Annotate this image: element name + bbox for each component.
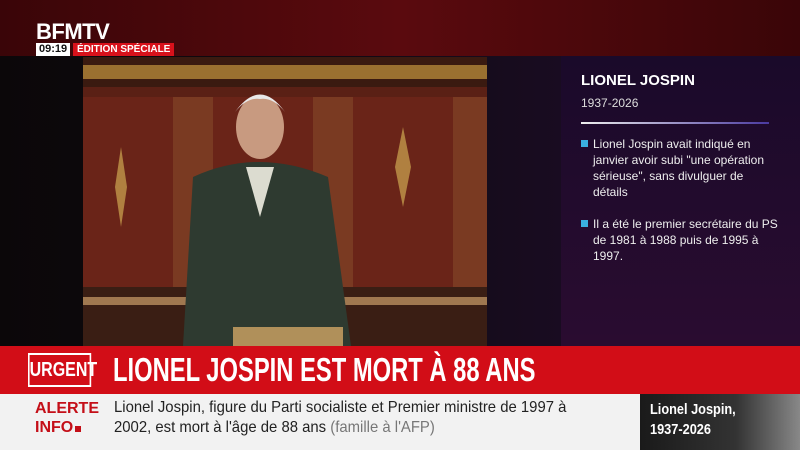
panel-name: LIONEL JOSPIN xyxy=(581,72,695,89)
thumbnail-name: Lionel Jospin, xyxy=(650,401,736,418)
ticker-line-1: Lionel Jospin, figure du Parti socialist… xyxy=(114,399,567,416)
portrait-thumbnail: Lionel Jospin, 1937-2026 xyxy=(640,394,800,450)
divider xyxy=(581,122,769,124)
thumbnail-years: 1937-2026 xyxy=(650,421,711,438)
edition-badge: ÉDITION SPÉCIALE xyxy=(73,43,175,56)
panel-years: 1937-2026 xyxy=(581,96,639,110)
bullet-item: Il a été le premier secrétaire du PS de … xyxy=(581,216,781,264)
ticker-line-2: 2002, est mort à l'âge de 88 ans xyxy=(114,419,327,436)
video-frame xyxy=(83,57,487,346)
alert-info-label: ALERTE INFO xyxy=(35,399,99,437)
news-ticker xyxy=(0,394,640,450)
bullet-text: Il a été le premier secrétaire du PS de … xyxy=(593,217,778,263)
alert-label: ALERTE xyxy=(35,400,99,417)
urgent-label: URGENT xyxy=(28,353,97,387)
info-label: INFO xyxy=(35,419,74,436)
channel-logo: BFMTV xyxy=(36,19,110,44)
bullet-text: Lionel Jospin avait indiqué en janvier a… xyxy=(593,137,765,199)
bullet-square-icon xyxy=(581,220,588,227)
ticker-source: (famille à l'AFP) xyxy=(330,419,435,436)
info-panel: LIONEL JOSPIN 1937-2026 Lionel Jospin av… xyxy=(561,56,800,346)
bullet-square-icon xyxy=(581,140,588,147)
square-icon xyxy=(75,426,82,432)
bullet-item: Lionel Jospin avait indiqué en janvier a… xyxy=(581,136,781,200)
urgent-banner xyxy=(0,346,800,394)
headline: LIONEL JOSPIN EST MORT À 88 ANS xyxy=(113,351,536,388)
ticker-text: Lionel Jospin, figure du Parti socialist… xyxy=(114,398,598,438)
assembly-speech-image xyxy=(83,57,487,346)
clock: 09:19 xyxy=(36,43,71,56)
